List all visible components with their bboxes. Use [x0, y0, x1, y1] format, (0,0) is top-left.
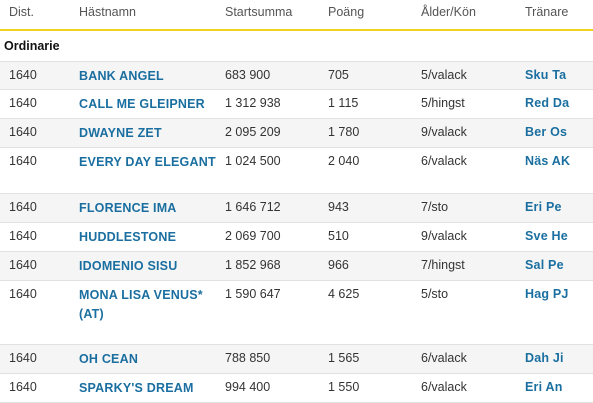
trainer-link[interactable]: Sve He: [525, 229, 568, 243]
trainer-link[interactable]: Näs AK: [525, 154, 571, 168]
table-row: 1640 FLORENCE IMA 1 646 712 943 7/sto Er…: [0, 194, 593, 223]
table-row: 1640 SPARKY'S DREAM 994 400 1 550 6/vala…: [0, 374, 593, 403]
cell-dist: 1640: [9, 125, 37, 139]
cell-sum: 1 646 712: [225, 200, 281, 214]
cell-sum: 2 095 209: [225, 125, 281, 139]
table-row: 1640 MONA LISA VENUS* (AT) 1 590 647 4 6…: [0, 281, 593, 345]
trainer-link[interactable]: Ber Os: [525, 125, 568, 139]
table-header: Dist. Hästnamn Startsumma Poäng Ålder/Kö…: [0, 0, 593, 31]
trainer-link[interactable]: Hag PJ: [525, 287, 569, 301]
cell-dist: 1640: [9, 229, 37, 243]
col-header-trainer[interactable]: Tränare: [525, 5, 569, 19]
horse-name-link[interactable]: DWAYNE ZET: [79, 126, 162, 140]
trainer-link[interactable]: Eri An: [525, 380, 563, 394]
cell-sum: 2 069 700: [225, 229, 281, 243]
cell-points: 1 780: [328, 125, 360, 139]
cell-age-sex: 6/valack: [421, 351, 467, 365]
trainer-link[interactable]: Eri Pe: [525, 200, 562, 214]
horse-name-link[interactable]: SPARKY'S DREAM: [79, 381, 194, 395]
cell-age-sex: 5/sto: [421, 287, 449, 301]
cell-dist: 1640: [9, 258, 37, 272]
cell-sum: 683 900: [225, 68, 271, 82]
cell-age-sex: 6/valack: [421, 380, 467, 394]
cell-points: 943: [328, 200, 349, 214]
cell-age-sex: 9/valack: [421, 229, 467, 243]
cell-points: 4 625: [328, 287, 360, 301]
cell-sum: 1 590 647: [225, 287, 281, 301]
horse-name-link[interactable]: IDOMENIO SISU: [79, 259, 178, 273]
cell-dist: 1640: [9, 351, 37, 365]
cell-age-sex: 5/valack: [421, 68, 467, 82]
col-header-dist[interactable]: Dist.: [9, 5, 34, 19]
horse-name-link[interactable]: FLORENCE IMA: [79, 201, 177, 215]
cell-sum: 1 852 968: [225, 258, 281, 272]
table-row: 1640 EVERY DAY ELEGANT 1 024 500 2 040 6…: [0, 148, 593, 194]
cell-points: 1 550: [328, 380, 360, 394]
cell-age-sex: 6/valack: [421, 154, 467, 168]
cell-points: 2 040: [328, 154, 360, 168]
cell-points: 510: [328, 229, 349, 243]
horse-name-link[interactable]: HUDDLESTONE: [79, 230, 177, 244]
trainer-link[interactable]: Red Da: [525, 96, 570, 110]
cell-sum: 1 312 938: [225, 96, 281, 110]
table-row: 1640 HUDDLESTONE 2 069 700 510 9/valack …: [0, 223, 593, 252]
trainer-link[interactable]: Sal Pe: [525, 258, 564, 272]
cell-points: 966: [328, 258, 349, 272]
trainer-link[interactable]: Sku Ta: [525, 68, 567, 82]
cell-sum: 788 850: [225, 351, 271, 365]
cell-dist: 1640: [9, 68, 37, 82]
table-row: 1640 CALL ME GLEIPNER 1 312 938 1 115 5/…: [0, 90, 593, 119]
table-row: 1640 DWAYNE ZET 2 095 209 1 780 9/valack…: [0, 119, 593, 148]
cell-points: 1 115: [328, 96, 359, 110]
cell-dist: 1640: [9, 380, 37, 394]
cell-age-sex: 7/hingst: [421, 258, 465, 272]
table-row: 1640 OH CEAN 788 850 1 565 6/valack Dah …: [0, 345, 593, 374]
col-header-sum[interactable]: Startsumma: [225, 5, 293, 19]
cell-dist: 1640: [9, 287, 37, 301]
table-row: 1640 BANK ANGEL 683 900 705 5/valack Sku…: [0, 61, 593, 90]
horse-name-link[interactable]: EVERY DAY ELEGANT: [79, 155, 216, 169]
cell-age-sex: 5/hingst: [421, 96, 465, 110]
horse-name-link[interactable]: MONA LISA VENUS* (AT): [79, 288, 203, 321]
horse-name-link[interactable]: CALL ME GLEIPNER: [79, 97, 205, 111]
cell-age-sex: 7/sto: [421, 200, 449, 214]
col-header-points[interactable]: Poäng: [328, 5, 365, 19]
cell-age-sex: 9/valack: [421, 125, 467, 139]
col-header-age-sex[interactable]: Ålder/Kön: [421, 5, 476, 19]
cell-dist: 1640: [9, 96, 37, 110]
cell-points: 705: [328, 68, 349, 82]
horse-name-link[interactable]: BANK ANGEL: [79, 69, 164, 83]
cell-sum: 994 400: [225, 380, 271, 394]
cell-points: 1 565: [328, 351, 360, 365]
horse-name-link[interactable]: OH CEAN: [79, 352, 139, 366]
section-title: Ordinarie: [4, 39, 60, 53]
cell-sum: 1 024 500: [225, 154, 281, 168]
cell-dist: 1640: [9, 154, 37, 168]
trainer-link[interactable]: Dah Ji: [525, 351, 564, 365]
cell-dist: 1640: [9, 200, 37, 214]
table-row: 1640 IDOMENIO SISU 1 852 968 966 7/hings…: [0, 252, 593, 281]
col-header-name[interactable]: Hästnamn: [79, 5, 136, 19]
